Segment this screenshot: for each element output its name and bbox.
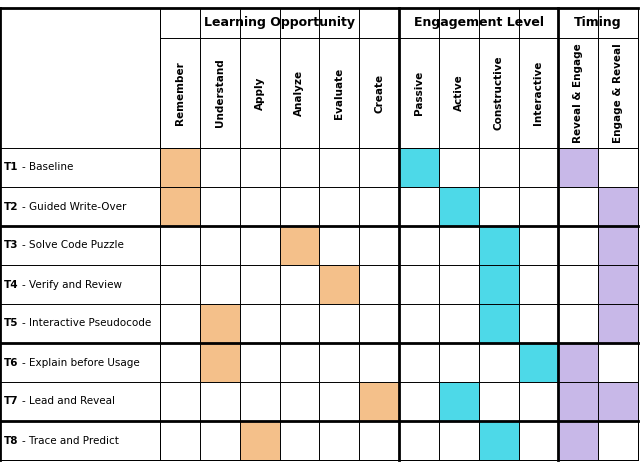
Bar: [200, 304, 239, 343]
Text: - Explain before Usage: - Explain before Usage: [22, 358, 140, 367]
Bar: [439, 382, 479, 421]
Text: T2: T2: [4, 201, 19, 212]
Text: - Trace and Predict: - Trace and Predict: [22, 436, 119, 445]
Text: - Verify and Review: - Verify and Review: [22, 279, 122, 290]
Bar: [598, 265, 638, 304]
Text: T3: T3: [4, 240, 19, 251]
Text: Apply: Apply: [255, 76, 264, 110]
Text: Interactive: Interactive: [533, 61, 543, 125]
Bar: [598, 304, 638, 343]
Text: T5: T5: [4, 319, 19, 328]
Text: Timing: Timing: [574, 16, 622, 29]
Text: Create: Create: [374, 73, 384, 113]
Text: T1: T1: [4, 162, 19, 173]
Text: - Guided Write-Over: - Guided Write-Over: [22, 201, 126, 212]
Bar: [280, 226, 319, 265]
Text: Passive: Passive: [414, 71, 424, 115]
Text: - Lead and Reveal: - Lead and Reveal: [22, 397, 115, 406]
Bar: [558, 148, 598, 187]
Bar: [558, 382, 598, 421]
Bar: [479, 304, 518, 343]
Bar: [439, 187, 479, 226]
Bar: [479, 226, 518, 265]
Bar: [479, 265, 518, 304]
Text: - Solve Code Puzzle: - Solve Code Puzzle: [22, 240, 124, 251]
Text: T6: T6: [4, 358, 19, 367]
Text: Active: Active: [454, 74, 464, 112]
Text: T4: T4: [4, 279, 19, 290]
Bar: [598, 226, 638, 265]
Text: T7: T7: [4, 397, 19, 406]
Text: Constructive: Constructive: [493, 56, 504, 130]
Text: Engagement Level: Engagement Level: [413, 16, 543, 29]
Text: Learning Opportunity: Learning Opportunity: [204, 16, 355, 29]
Bar: [518, 343, 558, 382]
Text: T8: T8: [4, 436, 19, 445]
Bar: [359, 382, 399, 421]
Bar: [200, 343, 239, 382]
Text: - Baseline: - Baseline: [22, 162, 74, 173]
Bar: [160, 148, 200, 187]
Text: - Interactive Pseudocode: - Interactive Pseudocode: [22, 319, 151, 328]
Text: Understand: Understand: [215, 59, 225, 127]
Bar: [239, 421, 280, 460]
Bar: [598, 187, 638, 226]
Text: Engage & Reveal: Engage & Reveal: [613, 43, 623, 143]
Bar: [160, 187, 200, 226]
Bar: [319, 265, 359, 304]
Bar: [598, 382, 638, 421]
Text: Evaluate: Evaluate: [334, 67, 344, 119]
Text: Remember: Remember: [175, 61, 185, 125]
Text: Reveal & Engage: Reveal & Engage: [573, 43, 583, 143]
Text: Analyze: Analyze: [294, 70, 305, 116]
Bar: [399, 148, 439, 187]
Bar: [479, 421, 518, 460]
Bar: [558, 343, 598, 382]
Bar: [558, 421, 598, 460]
